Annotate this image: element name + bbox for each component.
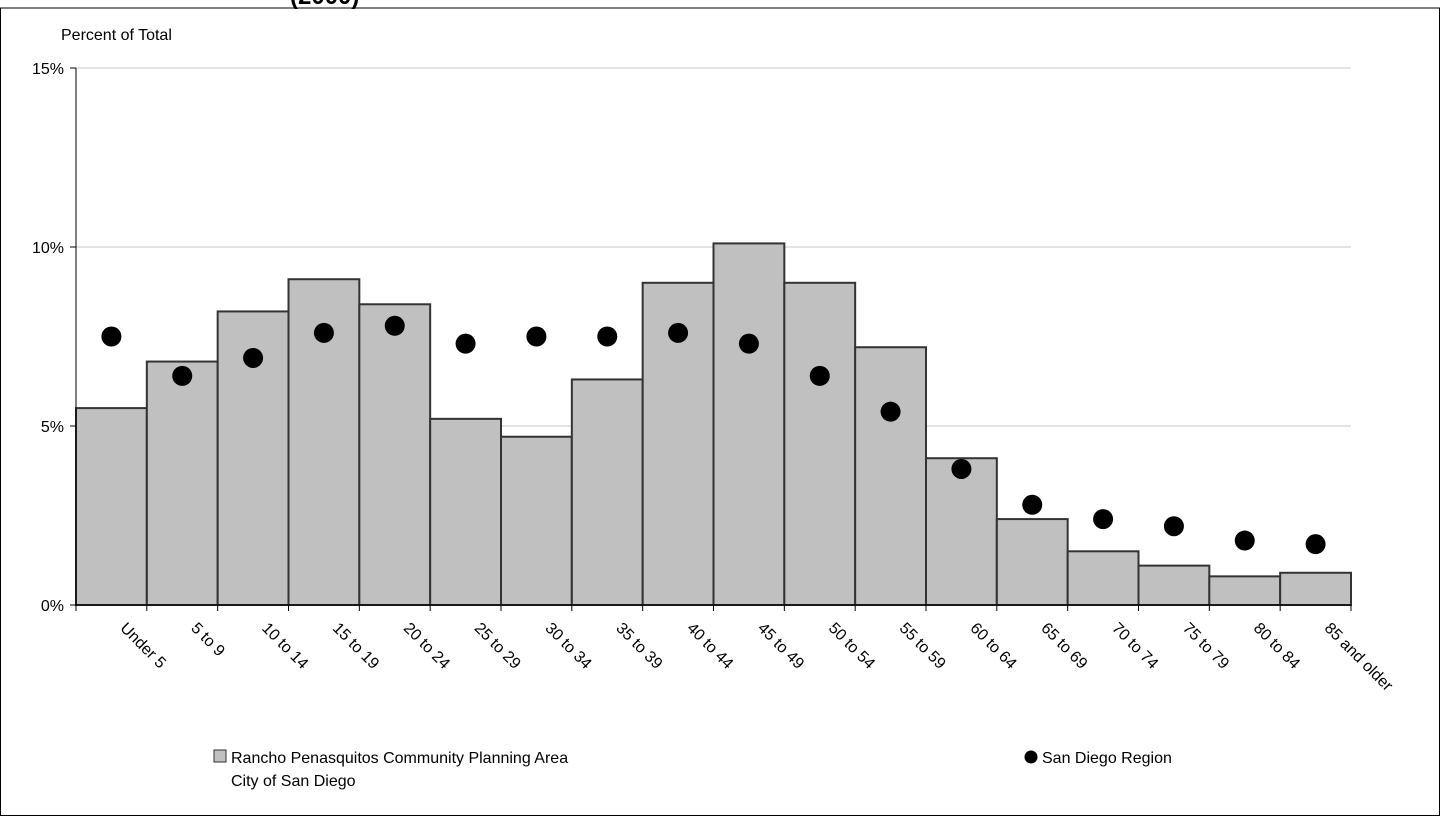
chart-title-fragment: (2000) [290,0,359,10]
bar [429,417,502,606]
y-tick-labels: 0% 5% 10% 15% [32,61,64,615]
data-point [951,458,972,479]
data-point [384,315,405,336]
bar [783,281,857,606]
legend: Rancho Penasquitos Community Planning Ar… [213,749,1172,790]
y-tick-label: 10% [32,240,64,257]
bar [1066,550,1140,606]
data-point [809,365,830,386]
y-tick-label: 0% [41,598,64,615]
data-point [668,322,689,343]
data-point [101,326,122,347]
y-tick-label: 5% [41,419,64,436]
bar [1208,575,1282,606]
legend-label-rancho-penasquitos: Rancho Penasquitos Community Planning Ar… [231,750,568,767]
y-tick-label: 15% [32,61,64,78]
axes [70,67,1352,611]
data-point [1022,494,1043,515]
bar [570,378,644,606]
bar [925,457,998,606]
legend-label-city-of-san-diego: City of San Diego [231,773,356,790]
data-point [597,326,618,347]
data-point [1163,516,1184,537]
legend-swatch-rancho-penasquitos [213,749,227,763]
data-point [1305,534,1326,555]
bar [145,360,219,606]
y-axis-title: Percent of Total [61,27,172,44]
bar [712,242,786,606]
data-point [880,401,901,422]
bar [75,407,148,606]
bar [995,518,1069,607]
data-point [1093,509,1114,530]
data-point [313,322,334,343]
bar [854,346,928,606]
bar-series [75,242,1352,607]
data-point [172,365,193,386]
bar [1137,564,1211,606]
data-point [738,333,759,354]
bar [358,303,432,606]
dot-series [101,315,1326,555]
legend-marker-san-diego-region [1024,750,1038,764]
bar [1279,571,1352,607]
data-point [455,333,476,354]
data-point [243,347,264,368]
legend-label-san-diego-region: San Diego Region [1042,750,1172,767]
bar [500,435,573,606]
data-point [526,326,547,347]
data-point [1234,530,1255,551]
